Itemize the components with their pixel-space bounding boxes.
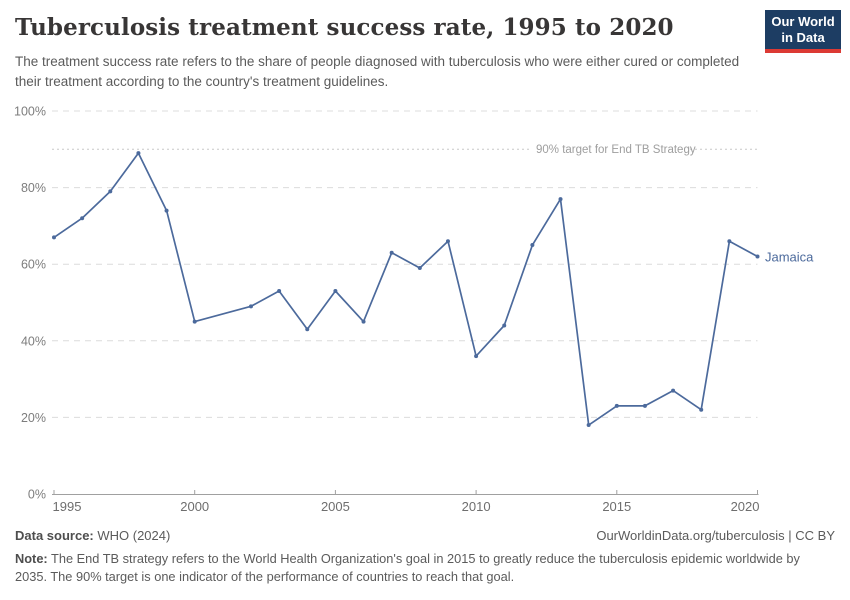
data-point: [52, 235, 56, 240]
y-tick-label: 0%: [28, 488, 46, 502]
x-tick-label: 2020: [731, 499, 760, 514]
x-tick-label: 2005: [321, 499, 350, 514]
data-point: [530, 243, 535, 248]
data-point: [136, 151, 141, 156]
data-point: [80, 216, 85, 221]
data-point: [727, 239, 732, 244]
data-point: [192, 319, 197, 324]
data-point: [389, 250, 394, 255]
owid-logo-line2: in Data: [781, 29, 825, 45]
page-title: Tuberculosis treatment success rate, 199…: [15, 14, 674, 41]
y-tick-label: 80%: [21, 181, 46, 195]
data-point: [502, 323, 507, 328]
data-point: [671, 388, 676, 393]
data-point: [164, 208, 169, 213]
data-point: [699, 407, 704, 412]
data-point: [305, 327, 310, 332]
data-point: [586, 423, 591, 428]
y-tick-label: 40%: [21, 334, 46, 348]
data-point: [248, 304, 253, 309]
owid-logo: Our World in Data: [765, 10, 841, 53]
owid-logo-text: Our World in Data: [771, 14, 834, 46]
data-point: [558, 197, 563, 202]
chart-note: Note: The End TB strategy refers to the …: [15, 550, 835, 586]
note-label: Note:: [15, 551, 48, 566]
data-point: [445, 239, 450, 244]
series-line: [53, 152, 759, 426]
series-end-label: Jamaica: [765, 250, 814, 265]
attribution: OurWorldinData.org/tuberculosis | CC BY: [596, 528, 835, 543]
x-tick-label: 2010: [462, 499, 491, 514]
y-tick-label: 60%: [21, 258, 46, 272]
data-point: [474, 354, 479, 359]
target-annotation: 90% target for End TB Strategy: [52, 144, 758, 156]
data-point: [417, 266, 422, 271]
data-point: [333, 289, 338, 294]
owid-logo-line1: Our World: [771, 13, 835, 29]
x-axis: 1995 2000 2005 2010 2015 2020: [52, 490, 760, 514]
chart-subtitle: The treatment success rate refers to the…: [15, 54, 740, 90]
x-tick-label: 2015: [602, 499, 631, 514]
y-tick-label: 20%: [21, 411, 46, 425]
data-source-label: Data source:: [15, 528, 94, 543]
data-point: [277, 289, 282, 294]
data-point: [614, 403, 619, 408]
target-annotation-label: 90% target for End TB Strategy: [536, 144, 696, 156]
y-gridlines: 0% 20% 40% 60% 80% 100%: [14, 105, 758, 502]
data-point: [755, 254, 760, 259]
x-tick-label: 1995: [53, 499, 82, 514]
note-text: The End TB strategy refers to the World …: [15, 551, 800, 585]
data-source: Data source: WHO (2024): [15, 528, 170, 543]
data-source-value: WHO (2024): [93, 528, 171, 543]
data-point: [642, 403, 647, 408]
data-point: [361, 319, 366, 324]
chart-footer: Data source: WHO (2024) OurWorldinData.o…: [15, 528, 835, 586]
x-tick-label: 2000: [180, 499, 209, 514]
series-jamaica: Jamaica: [52, 151, 814, 428]
y-tick-label: 100%: [14, 105, 46, 119]
data-point: [108, 189, 113, 194]
